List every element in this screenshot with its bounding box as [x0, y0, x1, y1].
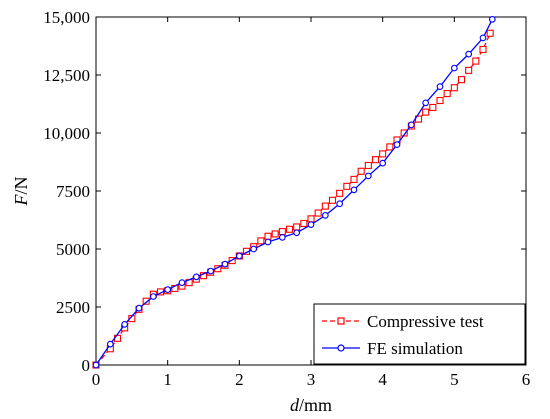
- data-point-compressive-test: [364, 161, 372, 170]
- x-tick-label: 6: [522, 370, 531, 389]
- data-point-compressive-test: [343, 182, 351, 190]
- data-point-compressive-test: [436, 96, 444, 105]
- y-tick-label: 15,000: [43, 8, 90, 27]
- data-point-compressive-test: [429, 103, 437, 112]
- x-tick-label: 2: [235, 370, 244, 389]
- data-point-fe-simulation: [278, 234, 286, 241]
- data-point-compressive-test: [472, 57, 480, 65]
- y-tick-label: 2500: [56, 298, 90, 317]
- data-point-compressive-test: [271, 230, 279, 238]
- data-point-compressive-test: [400, 129, 408, 137]
- data-point-compressive-test: [314, 209, 322, 217]
- data-point-fe-simulation: [207, 267, 215, 275]
- data-point-compressive-test: [357, 167, 365, 175]
- y-tick-label: 7500: [56, 182, 90, 201]
- data-point-fe-simulation: [465, 50, 473, 58]
- series-layer: [92, 15, 496, 369]
- data-point-fe-simulation: [92, 361, 100, 369]
- data-point-compressive-test: [293, 223, 301, 231]
- legend-label-compressive-test: Compressive test: [367, 312, 484, 331]
- data-point-compressive-test: [457, 76, 466, 84]
- data-point-compressive-test: [465, 66, 473, 74]
- data-point-compressive-test: [422, 108, 430, 116]
- data-point-compressive-test: [479, 45, 487, 54]
- data-point-fe-simulation: [235, 252, 243, 260]
- x-tick-label: 4: [378, 370, 387, 389]
- data-point-compressive-test: [321, 202, 329, 210]
- legend-marker-fe-simulation: [337, 344, 345, 352]
- data-point-compressive-test: [257, 237, 265, 245]
- data-point-fe-simulation: [221, 260, 229, 268]
- data-point-compressive-test: [350, 175, 358, 183]
- data-point-compressive-test: [443, 90, 451, 98]
- y-tick-label: 0: [82, 356, 91, 375]
- data-point-compressive-test: [307, 215, 315, 223]
- data-point-fe-simulation: [307, 221, 315, 228]
- data-point-fe-simulation: [336, 200, 344, 208]
- data-point-fe-simulation: [479, 34, 487, 42]
- x-tick-label: 3: [307, 370, 316, 389]
- data-point-fe-simulation: [350, 186, 358, 194]
- data-point-compressive-test: [278, 228, 286, 236]
- y-tick-label: 5000: [56, 240, 90, 259]
- data-point-fe-simulation: [164, 286, 172, 293]
- data-point-compressive-test: [486, 29, 494, 37]
- data-point-fe-simulation: [364, 172, 372, 180]
- legend-box: [313, 303, 526, 365]
- data-point-fe-simulation: [264, 238, 272, 246]
- data-point-fe-simulation: [135, 304, 143, 312]
- data-point-fe-simulation: [321, 212, 329, 219]
- data-point-compressive-test: [379, 150, 387, 158]
- data-point-fe-simulation: [488, 15, 496, 23]
- data-point-compressive-test: [285, 225, 294, 233]
- y-tick-label: 12,500: [43, 66, 90, 85]
- data-point-fe-simulation: [106, 340, 114, 348]
- data-point-compressive-test: [450, 84, 458, 92]
- data-point-fe-simulation: [393, 141, 401, 148]
- data-point-fe-simulation: [436, 83, 444, 90]
- data-point-fe-simulation: [450, 64, 458, 72]
- legend-label-fe-simulation: FE simulation: [367, 339, 463, 358]
- legend-marker-compressive-test: [337, 317, 345, 325]
- y-axis: 0 2500 5000 7500 10,000 12,500 15,000: [43, 8, 526, 375]
- x-tick-label: 1: [163, 370, 172, 389]
- data-point-fe-simulation: [192, 273, 200, 281]
- data-point-fe-simulation: [149, 293, 157, 300]
- data-point-compressive-test: [264, 232, 272, 240]
- x-tick-label: 0: [92, 370, 101, 389]
- data-point-fe-simulation: [422, 99, 430, 107]
- y-tick-label: 10,000: [43, 124, 90, 143]
- data-point-compressive-test: [371, 156, 380, 164]
- data-point-fe-simulation: [121, 321, 129, 328]
- data-point-compressive-test: [142, 297, 150, 305]
- x-axis-label: d/mm: [290, 395, 332, 415]
- data-point-fe-simulation: [407, 121, 415, 129]
- data-point-fe-simulation: [379, 159, 387, 167]
- data-point-fe-simulation: [250, 245, 258, 253]
- data-point-fe-simulation: [293, 229, 301, 237]
- x-tick-label: 5: [450, 370, 459, 389]
- data-point-compressive-test: [328, 196, 337, 204]
- data-point-compressive-test: [336, 189, 344, 197]
- data-point-compressive-test: [386, 143, 394, 151]
- y-axis-label: F/N: [11, 176, 31, 206]
- data-point-compressive-test: [300, 219, 308, 228]
- legend: Compressive test FE simulation: [313, 303, 526, 365]
- data-point-fe-simulation: [178, 279, 186, 286]
